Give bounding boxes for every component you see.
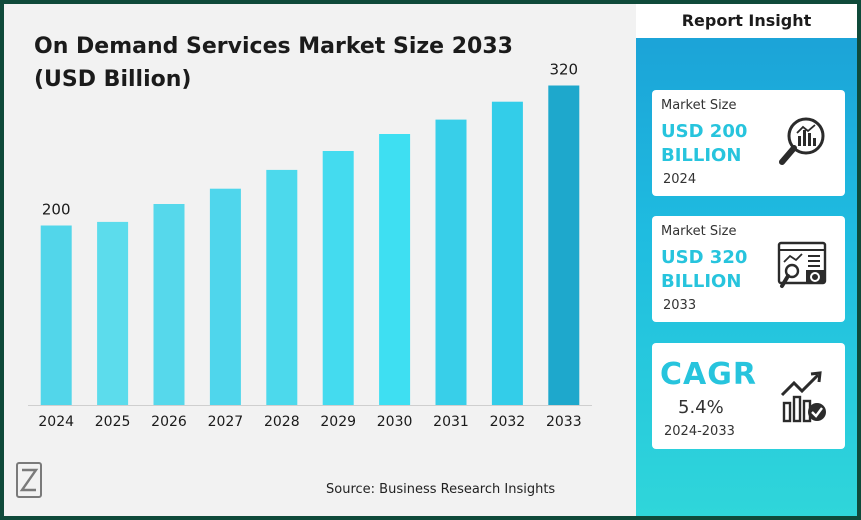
magnifier-chart-icon bbox=[779, 117, 825, 165]
source-note: Source: Business Research Insights bbox=[326, 482, 556, 497]
data-label-2024: 200 bbox=[42, 201, 71, 219]
card-value: USD 200 BILLION bbox=[661, 120, 747, 168]
card-value: USD 320 BILLION bbox=[661, 246, 747, 294]
x-tick-label-2032: 2032 bbox=[490, 414, 526, 430]
cagr-card: CAGR 5.4% 2024-2033 bbox=[652, 343, 845, 449]
bar-2032 bbox=[491, 101, 523, 405]
report-insight-header: Report Insight bbox=[636, 4, 857, 38]
report-insight-panel: Report Insight Market Size USD 200 BILLI… bbox=[636, 4, 857, 516]
bar-2031 bbox=[435, 119, 467, 405]
bar-2027 bbox=[209, 188, 241, 405]
card-year: 2033 bbox=[663, 298, 697, 313]
data-label-2033: 320 bbox=[549, 61, 578, 79]
cagr-value: 5.4% bbox=[678, 397, 724, 418]
x-tick-label-2027: 2027 bbox=[208, 414, 244, 430]
cagr-title: CAGR bbox=[660, 357, 757, 392]
bar-2029 bbox=[322, 151, 354, 405]
growth-chart-check-icon bbox=[780, 371, 826, 423]
dashboard-analytics-icon bbox=[777, 241, 827, 288]
chart-title: On Demand Services Market Size 2033 (USD… bbox=[34, 34, 513, 92]
market-size-2033-card: Market Size USD 320 BILLION 2033 bbox=[652, 216, 845, 322]
x-tick-label-2025: 2025 bbox=[95, 414, 131, 430]
bar-2030 bbox=[379, 134, 411, 405]
bar-2033 bbox=[548, 85, 580, 405]
x-tick-label-2024: 2024 bbox=[38, 414, 74, 430]
x-tick-label-2026: 2026 bbox=[151, 414, 187, 430]
card-value-line2: BILLION bbox=[661, 271, 742, 292]
card-value-line1: USD 320 bbox=[661, 247, 748, 268]
bar-chart: 2024 200 2025 2026 2027 2028 2029 2030 2031 2032 2… bbox=[28, 61, 592, 430]
card-year: 2024 bbox=[663, 172, 697, 187]
bar-2024 bbox=[40, 225, 72, 405]
market-size-2024-card: Market Size USD 200 BILLION 2024 bbox=[652, 90, 845, 196]
brand-logo-icon bbox=[16, 462, 42, 498]
card-value-line1: USD 200 bbox=[661, 121, 748, 142]
x-tick-label-2028: 2028 bbox=[264, 414, 300, 430]
bar-2028 bbox=[266, 169, 298, 405]
infographic-frame: 2024 200 2025 2026 2027 2028 2029 2030 2031 2032 2… bbox=[4, 4, 857, 516]
card-value-line2: BILLION bbox=[661, 145, 742, 166]
chart-panel: 2024 200 2025 2026 2027 2028 2029 2030 2031 2032 2… bbox=[4, 4, 636, 516]
cagr-period: 2024-2033 bbox=[664, 424, 735, 439]
card-label: Market Size bbox=[661, 224, 737, 239]
x-tick-label-2033: 2033 bbox=[546, 414, 582, 430]
x-tick-label-2029: 2029 bbox=[320, 414, 356, 430]
bar-2025 bbox=[97, 221, 129, 405]
x-tick-label-2030: 2030 bbox=[377, 414, 413, 430]
x-tick-label-2031: 2031 bbox=[433, 414, 469, 430]
card-label: Market Size bbox=[661, 98, 737, 113]
bar-2026 bbox=[153, 204, 185, 405]
